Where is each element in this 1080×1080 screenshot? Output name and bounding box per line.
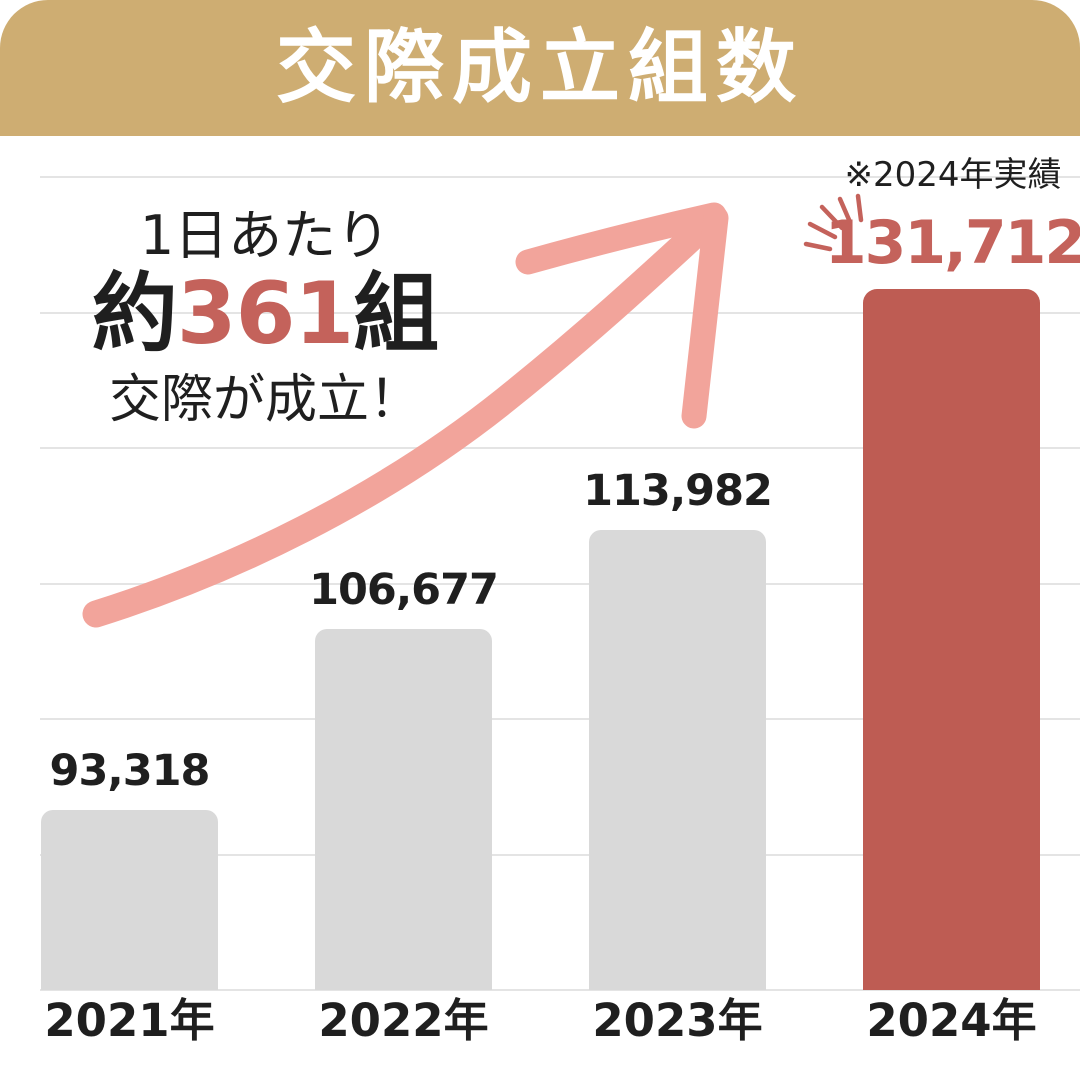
callout-line2-prefix: 約 [91, 264, 178, 365]
x-axis-label: 2024年 [866, 994, 1037, 1047]
bar-value-label: 131,712 [824, 208, 1080, 279]
callout-line1: 1日あたり [139, 204, 391, 267]
bar-2023年 [589, 529, 766, 990]
bar-2021年 [41, 809, 218, 990]
x-axis-label: 2021年 [44, 994, 215, 1047]
bar-value-label: 113,982 [583, 465, 773, 516]
gridline [40, 176, 1080, 178]
callout-text: 1日あたり 約361組 交際が成立！ [58, 206, 472, 429]
callout-line3: 交際が成立！ [108, 369, 421, 430]
gridline [40, 989, 1080, 991]
x-axis-label: 2023年 [592, 994, 763, 1047]
bar-2022年 [315, 628, 492, 990]
bar-value-label: 93,318 [49, 745, 211, 796]
bar-2024年 [863, 289, 1040, 990]
header-banner: 交際成立組数 [0, 0, 1080, 136]
gridline [40, 853, 1080, 856]
callout-line2-number: 361 [176, 264, 355, 365]
note-2024-results: ※2024年実績 [844, 155, 1062, 195]
callout-line2-suffix: 組 [353, 264, 439, 365]
callout-line2: 約361組 [58, 269, 472, 359]
page-title: 交際成立組数 [276, 21, 804, 114]
x-axis-label: 2022年 [318, 994, 489, 1047]
bar-value-label: 106,677 [309, 564, 499, 615]
gridline [40, 718, 1080, 720]
